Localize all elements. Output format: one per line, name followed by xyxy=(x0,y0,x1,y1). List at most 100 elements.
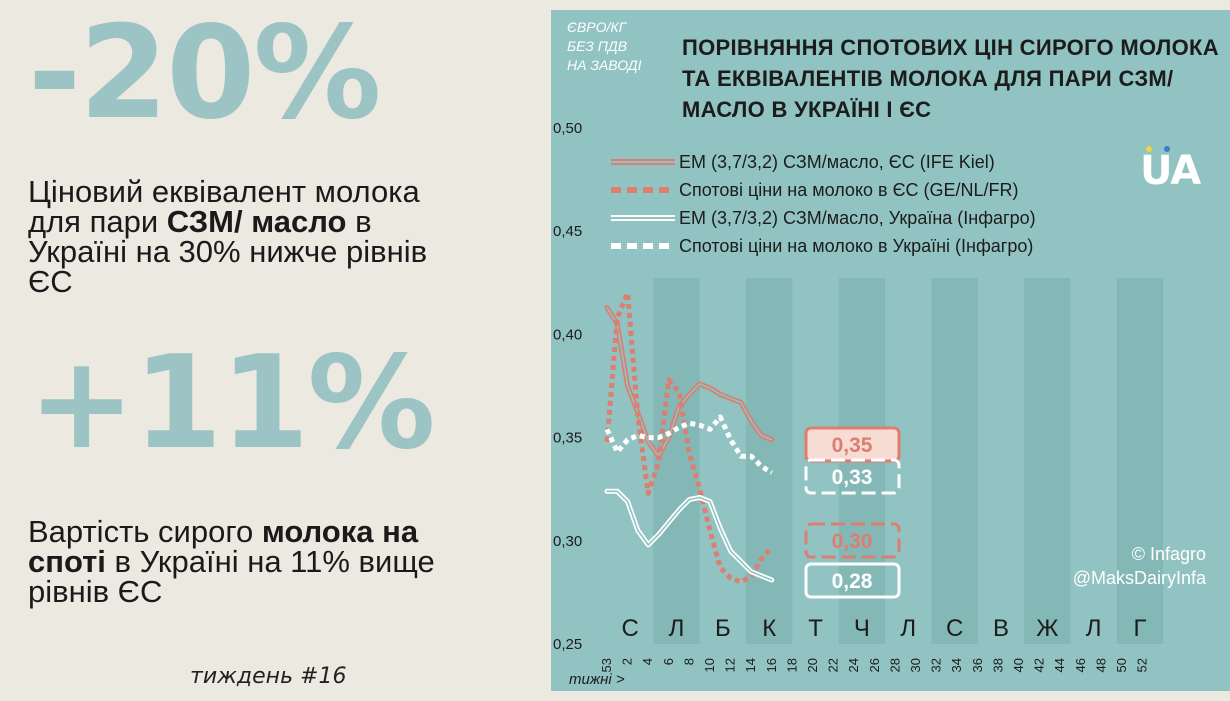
description-spot: Вартість сирого молока на споті в Україні… xyxy=(28,514,468,609)
week-tick-label: 26 xyxy=(867,658,882,672)
desc2-bold1: молока на xyxy=(261,514,419,549)
series-line-3 xyxy=(604,414,774,475)
unit-label: ЄВРО/КГ БЕЗ ПДВ НА ЗАВОДІ xyxy=(567,18,641,75)
month-label: С xyxy=(946,615,963,642)
value-label-box: 0,35 xyxy=(804,426,901,463)
desc2-pre: Вартість сирого xyxy=(28,514,262,549)
week-tick-label: 36 xyxy=(970,658,985,672)
week-tick-label: 38 xyxy=(990,658,1005,672)
month-band-9 xyxy=(1024,278,1071,644)
value-label-box: 0,30 xyxy=(804,522,901,559)
week-tick-label: 16 xyxy=(764,658,779,672)
week-tick-label: 42 xyxy=(1032,658,1047,672)
legend-label: ЕМ (3,7/3,2) СЗМ/масло, ЄС (IFE Kiel) xyxy=(679,152,995,172)
value-label-frame xyxy=(804,562,901,599)
week-tick-label: 20 xyxy=(805,658,820,672)
week-tick-label: 40 xyxy=(1011,658,1026,672)
value-label-box: 0,28 xyxy=(804,562,901,599)
value-label-text: 0,30 xyxy=(832,530,873,553)
month-label: В xyxy=(993,615,1009,642)
desc1-bold: СЗМ/ масло xyxy=(166,204,347,239)
week-tick-label: 52 xyxy=(1135,658,1150,672)
month-label: Л xyxy=(669,615,685,642)
stat-spot-price: +11% xyxy=(28,329,436,478)
legend-item: Спотові ціни на молоко в ЄС (GE/NL/FR) xyxy=(611,180,1019,200)
week-tick-label: 10 xyxy=(702,658,717,672)
legend-item: ЕМ (3,7/3,2) СЗМ/масло, Україна (Інфагро… xyxy=(611,208,1036,228)
legend-item: ЕМ (3,7/3,2) СЗМ/масло, ЄС (IFE Kiel) xyxy=(611,152,995,172)
y-tick-label: 0,35 xyxy=(553,430,582,447)
month-label: К xyxy=(762,615,776,642)
legend-label: Спотові ціни на молоко в ЄС (GE/NL/FR) xyxy=(679,180,1019,200)
week-tick-label: 14 xyxy=(743,658,758,672)
desc1-pre: Ціновий еквівалент молока для пари xyxy=(28,174,420,239)
week-tick-label: 32 xyxy=(929,658,944,672)
month-label: С xyxy=(622,615,639,642)
credit-handle: @MaksDairyInfa xyxy=(1072,568,1206,588)
y-tick-label: 0,50 xyxy=(553,120,582,137)
week-tick-label: 22 xyxy=(826,658,841,672)
month-band-7 xyxy=(931,278,978,644)
credit-copyright: © Infagro xyxy=(1131,544,1206,564)
ua-dot-blue xyxy=(1164,146,1170,152)
week-label: тиждень #16 xyxy=(190,664,347,689)
series-line-1 xyxy=(604,290,774,585)
value-label-box: 0,33 xyxy=(804,458,901,495)
month-label: Л xyxy=(900,615,916,642)
unit-line-3: НА ЗАВОДІ xyxy=(567,57,642,73)
series-line-inner-2 xyxy=(606,490,773,581)
y-tick-label: 0,40 xyxy=(553,326,582,343)
week-tick-label: 24 xyxy=(846,658,861,672)
month-band-3 xyxy=(746,278,793,644)
month-band-1 xyxy=(653,278,700,644)
legend-item: Спотові ціни на молоко в Україні (Інфагр… xyxy=(611,236,1033,256)
desc2-post: в Україні на 11% вище рівнів ЄС xyxy=(28,544,435,609)
week-tick-label: 12 xyxy=(723,658,738,672)
ua-logo-text: UA xyxy=(1140,148,1201,194)
desc1-post: в Україні на 30% нижче рівнів ЄС xyxy=(28,204,428,299)
legend-label: ЕМ (3,7/3,2) СЗМ/масло, Україна (Інфагро… xyxy=(679,208,1036,228)
week-tick-label: 46 xyxy=(1073,658,1088,672)
value-label-frame xyxy=(804,458,901,495)
ua-dot-yellow xyxy=(1146,146,1152,152)
week-tick-label: 2 xyxy=(620,658,635,665)
week-tick-label: 30 xyxy=(908,658,923,672)
week-tick-label: 48 xyxy=(1093,658,1108,672)
month-label: Ч xyxy=(854,615,870,642)
legend-label: Спотові ціни на молоко в Україні (Інфагр… xyxy=(679,236,1033,256)
week-tick-label: 6 xyxy=(661,658,676,665)
unit-line-2: БЕЗ ПДВ xyxy=(567,38,628,54)
desc2-bold2: споті xyxy=(28,544,106,579)
month-band-11 xyxy=(1116,278,1164,644)
chart-svg: 0,500,450,400,350,300,25С Л Б К Т Ч Л С В Ж Л Г53 2 4… xyxy=(553,120,1164,688)
credit: © Infagro @MaksDairyInfa xyxy=(1073,542,1206,590)
month-label: Л xyxy=(1086,615,1102,642)
week-tick-label: 34 xyxy=(949,658,964,672)
stat-eu-equivalent: -20% xyxy=(28,0,381,148)
week-tick-label: 4 xyxy=(640,658,655,665)
x-axis-label: тижні > xyxy=(569,671,625,688)
value-label-text: 0,33 xyxy=(832,466,873,489)
chart-panel: 0,50 0,45 0,40 0,35 0,30 0,25 С Л Б К Т Ч Л С В Ж Л Г 53 2 4… xyxy=(551,10,1230,691)
week-tick-label: 53 xyxy=(599,658,614,672)
y-tick-label: 0,30 xyxy=(553,533,582,550)
chart-title: ПОРІВНЯННЯ СПОТОВИХ ЦІН СИРОГО МОЛОКА ТА… xyxy=(682,35,1219,122)
unit-line-1: ЄВРО/КГ xyxy=(567,19,627,35)
value-label-frame xyxy=(804,522,901,559)
description-equivalent: Ціновий еквівалент молока для пари СЗМ/ … xyxy=(28,174,468,299)
value-label-text: 0,35 xyxy=(832,434,873,457)
month-label: Ж xyxy=(1036,615,1058,642)
week-tick-label: 8 xyxy=(681,658,696,665)
ua-logo: UA xyxy=(1140,146,1201,194)
month-label: Т xyxy=(808,615,823,642)
ua-logo-dots xyxy=(1140,146,1180,152)
month-label: Б xyxy=(715,615,731,642)
week-tick-label: 18 xyxy=(784,658,799,672)
week-tick-label: 50 xyxy=(1114,658,1129,672)
week-tick-label: 44 xyxy=(1052,658,1067,672)
y-tick-label: 0,25 xyxy=(553,636,582,653)
value-label-text: 0,28 xyxy=(832,570,873,593)
month-label: Г xyxy=(1134,615,1147,642)
y-tick-label: 0,45 xyxy=(553,223,582,240)
week-tick-label: 28 xyxy=(887,658,902,672)
